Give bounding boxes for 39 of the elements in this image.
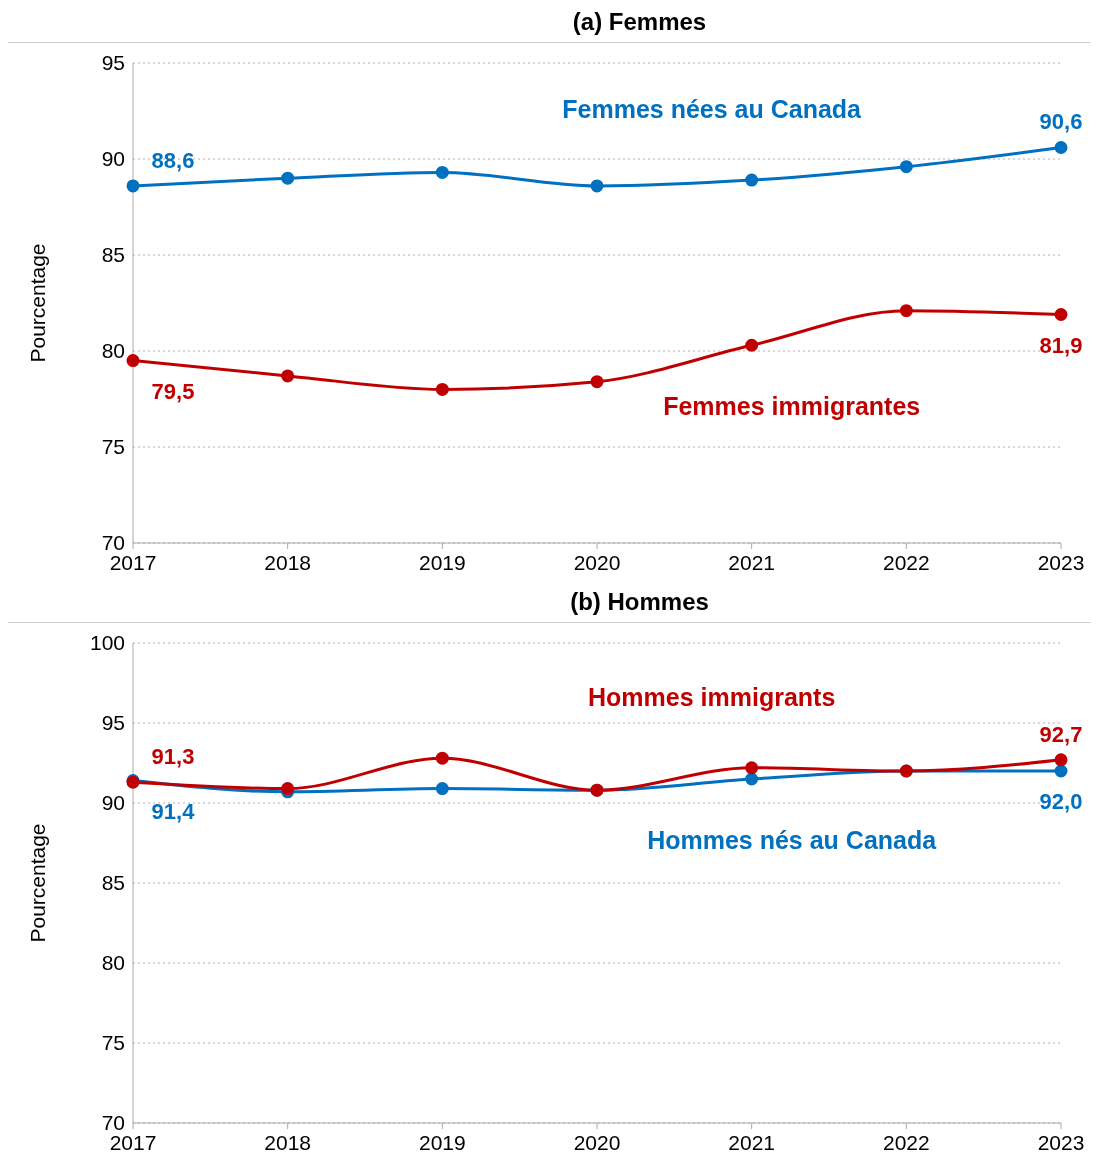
data-label: 88,6 (151, 147, 195, 173)
y-tick-label: 80 (101, 339, 125, 363)
x-tick-label: 2022 (882, 1130, 930, 1154)
y-axis-title: Pourcentage (26, 243, 50, 363)
y-tick-label: 95 (101, 711, 125, 735)
y-tick-label: 75 (101, 435, 125, 459)
y-tick-label: 100 (89, 631, 125, 655)
data-label: 91,3 (151, 744, 195, 770)
x-tick-label: 2023 (1037, 550, 1085, 574)
x-tick-label: 2022 (882, 550, 930, 574)
y-tick-label: 75 (101, 1031, 125, 1055)
data-label: 81,9 (1039, 332, 1083, 358)
y-axis-title: Pourcentage (26, 823, 50, 943)
chart-title: (a) Femmes (8, 8, 1091, 43)
y-tick-label: 90 (101, 791, 125, 815)
x-tick-label: 2018 (264, 550, 312, 574)
x-tick-label: 2019 (418, 1130, 466, 1154)
x-tick-label: 2020 (573, 550, 621, 574)
data-label: 90,6 (1039, 109, 1083, 135)
x-tick-label: 2023 (1037, 1130, 1085, 1154)
x-tick-label: 2020 (573, 1130, 621, 1154)
data-label: 91,4 (151, 798, 196, 824)
x-tick-label: 2021 (728, 550, 776, 574)
x-tick-label: 2021 (728, 1130, 776, 1154)
data-label: 92,0 (1039, 789, 1083, 814)
text: Hommes immigrants (588, 682, 836, 711)
series-label: Femmes immigrantes (663, 392, 921, 421)
y-tick-label: 90 (101, 147, 125, 171)
chart-title: (b) Hommes (8, 588, 1091, 623)
y-tick-label: 95 (101, 51, 125, 75)
x-tick-label: 2018 (264, 1130, 312, 1154)
data-label: 92,7 (1039, 721, 1083, 747)
series-label: Femmes nées au Canada (562, 95, 863, 124)
y-tick-label: 85 (101, 871, 125, 895)
y-tick-label: 80 (101, 951, 125, 975)
x-tick-label: 2019 (418, 550, 466, 574)
series-label: Hommes nés au Canada (647, 826, 938, 854)
data-label: 79,5 (151, 378, 195, 404)
y-tick-label: 85 (101, 243, 125, 267)
